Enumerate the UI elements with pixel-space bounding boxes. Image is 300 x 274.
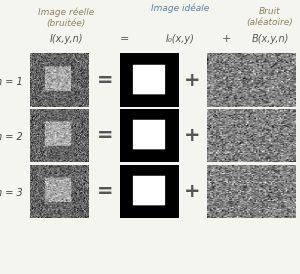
Text: +: + [184, 126, 200, 145]
Text: +: + [184, 71, 200, 90]
Text: =: = [97, 182, 113, 201]
Text: Image idéale: Image idéale [151, 4, 209, 13]
Text: n = 1: n = 1 [0, 76, 23, 87]
Text: I(x,y,n): I(x,y,n) [49, 35, 83, 44]
Text: n = 3: n = 3 [0, 188, 23, 198]
Text: +: + [184, 182, 200, 201]
Text: =: = [120, 35, 129, 44]
Text: Bruit
(aléatoire): Bruit (aléatoire) [247, 7, 293, 27]
Text: I₀(x,y): I₀(x,y) [166, 35, 194, 44]
Text: +: + [222, 35, 231, 44]
Text: B(x,y,n): B(x,y,n) [251, 35, 289, 44]
Text: n = 2: n = 2 [0, 132, 23, 142]
Text: =: = [97, 126, 113, 145]
Text: Image réelle
(bruitée): Image réelle (bruitée) [38, 7, 94, 28]
Text: =: = [97, 71, 113, 90]
